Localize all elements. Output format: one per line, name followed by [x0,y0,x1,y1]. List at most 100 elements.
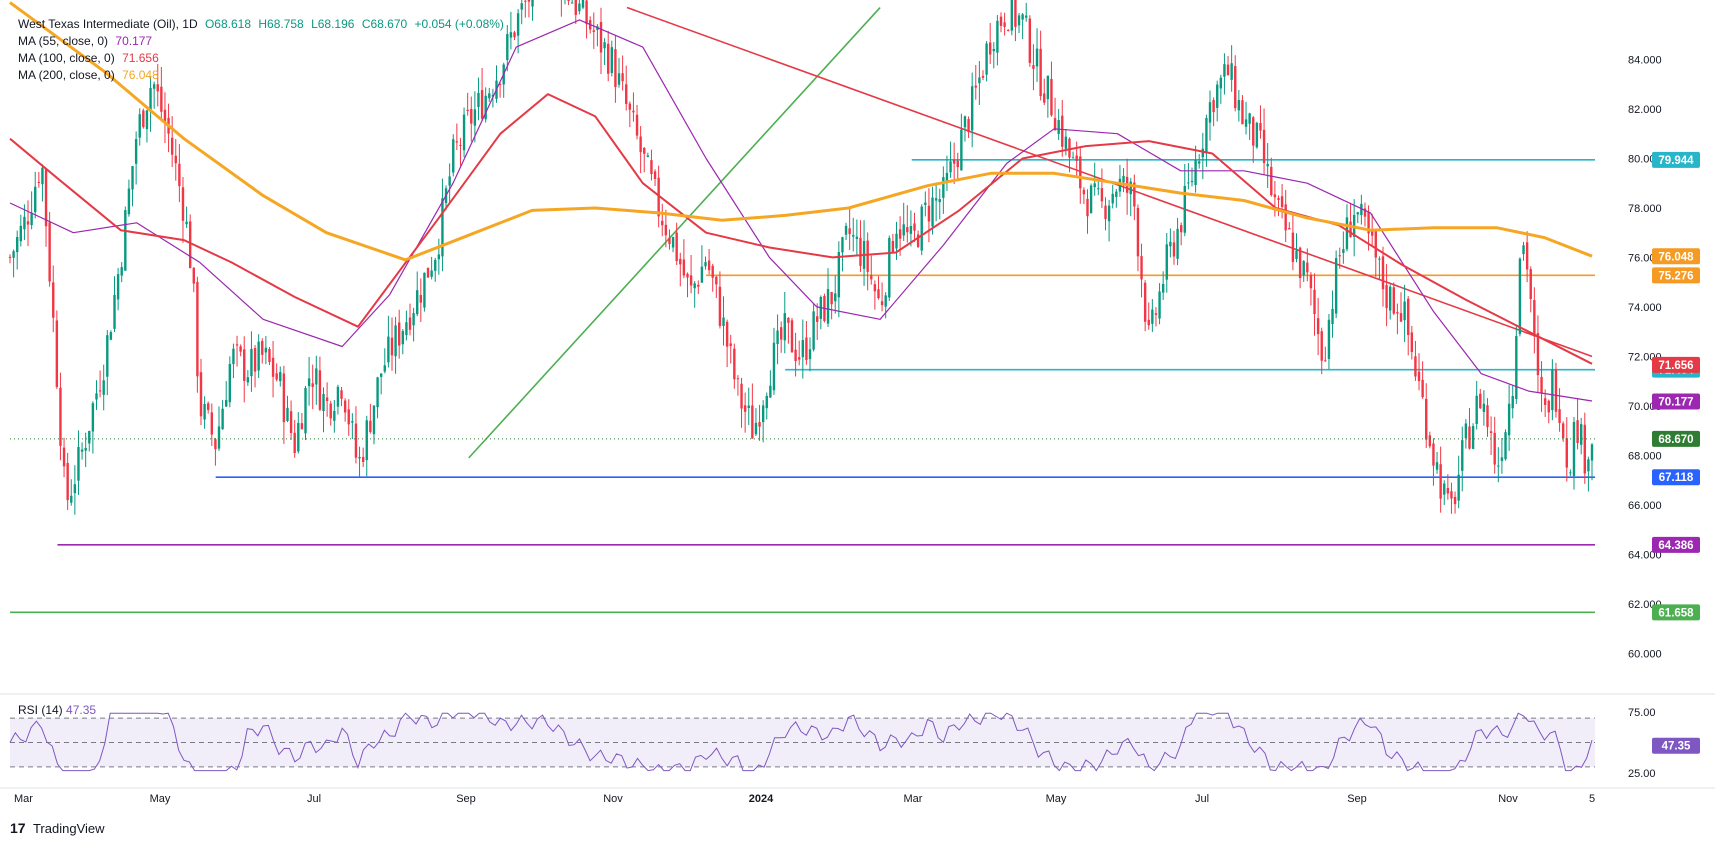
candle [704,256,707,270]
candle-body [1385,285,1388,309]
candle-body [913,223,916,231]
candle-body [232,348,235,365]
candle-body [318,370,322,410]
candle-body [635,114,639,136]
rsi-pane[interactable]: 75.00 25.00 47.35 [9,707,1700,780]
candle-body [156,84,159,92]
candle-body [419,295,423,303]
candle [333,399,336,433]
candle [1230,45,1233,92]
rsi-tick-label: 75.00 [1628,707,1656,719]
candle-body [740,383,743,409]
ma200-row[interactable]: MA (200, close, 0) 76.048 [18,67,504,84]
candle-body [1172,242,1176,257]
candle-body [253,348,257,372]
price-tag-box [1652,393,1700,410]
candle [307,357,311,406]
candle-body [1237,99,1241,111]
candle-body [1295,250,1298,260]
candle [1068,137,1071,173]
rsi-tag-text: 47.35 [1662,741,1691,753]
candle [1086,189,1089,234]
candle-body [1288,228,1291,230]
candle [1338,247,1341,269]
candle-body [722,317,725,326]
time-tick-label: Jul [307,793,321,805]
tradingview-footer[interactable]: 17 TradingView [10,820,105,836]
candle-body [1536,333,1540,376]
candle [59,372,62,461]
candle-body [682,259,686,276]
candle [1461,426,1464,492]
candle [1104,197,1107,231]
candle [397,309,401,359]
rsi-legend[interactable]: RSI (14) 47.35 [18,703,96,717]
time-axis[interactable]: Mar May Jul Sep Nov 2024 Mar May Jul Sep Nov 5 [14,793,1595,805]
candle [848,208,851,250]
candle-body [567,0,570,2]
candle-body [1453,496,1457,505]
candle [567,0,570,6]
candle [37,172,41,188]
candle-body [1356,212,1359,215]
candle [949,141,952,178]
candle-body [866,240,869,272]
candle-body [610,47,614,73]
candle [466,92,469,116]
candle-body [361,456,365,462]
candle-body [207,403,210,410]
candle [783,291,786,354]
candle-body [729,343,732,346]
candle [1360,194,1363,225]
candle [1428,431,1432,449]
candle-body [531,0,534,7]
candle [1255,121,1259,149]
high-value: H68.758 [258,17,304,31]
candle-body [697,284,700,287]
candle-body [1468,426,1471,449]
candle [617,57,621,88]
candle [210,403,214,446]
candle-body [1533,300,1536,337]
price-tag-text: 68.670 [1658,434,1693,446]
candle-body [1154,313,1158,315]
candle-body [1057,119,1060,134]
candle-body [1165,244,1168,280]
candle-body [599,21,603,53]
time-tick-label: May [150,793,171,805]
ma100-row[interactable]: MA (100, close, 0) 71.656 [18,50,504,67]
candle [1111,184,1114,209]
candle [1525,231,1529,283]
candle [765,392,768,420]
candle [1507,384,1511,451]
candle [1277,195,1280,217]
candle [1151,299,1154,332]
candle [1118,164,1122,197]
candle [1208,90,1212,141]
candle-body [84,447,87,451]
candle-body [1374,231,1377,258]
candle-body [1399,313,1403,322]
candle-body [1518,258,1522,334]
candle-body [790,320,794,353]
tradingview-brand: TradingView [32,821,105,836]
price-tick-label: 74.000 [1628,302,1662,314]
symbol-name: West Texas Intermediate (Oil), 1D [18,17,198,31]
candle [1493,416,1496,474]
candle-body [30,212,33,226]
candle-body [1280,196,1284,207]
ma55-row[interactable]: MA (55, close, 0) 70.177 [18,33,504,50]
candle [661,203,664,237]
candle [480,67,484,122]
candle-body [1378,258,1381,260]
candle-body [772,342,776,391]
candle-body [1183,185,1186,233]
price-tag-67.118: 67.118 [1652,469,1700,486]
candle [199,358,203,426]
candle-body [855,236,859,239]
candle-body [77,447,80,481]
candle-body [221,408,224,430]
candle [1216,80,1219,122]
price-axis[interactable]: 84.00082.00080.00078.00076.00074.00072.0… [1628,54,1662,660]
